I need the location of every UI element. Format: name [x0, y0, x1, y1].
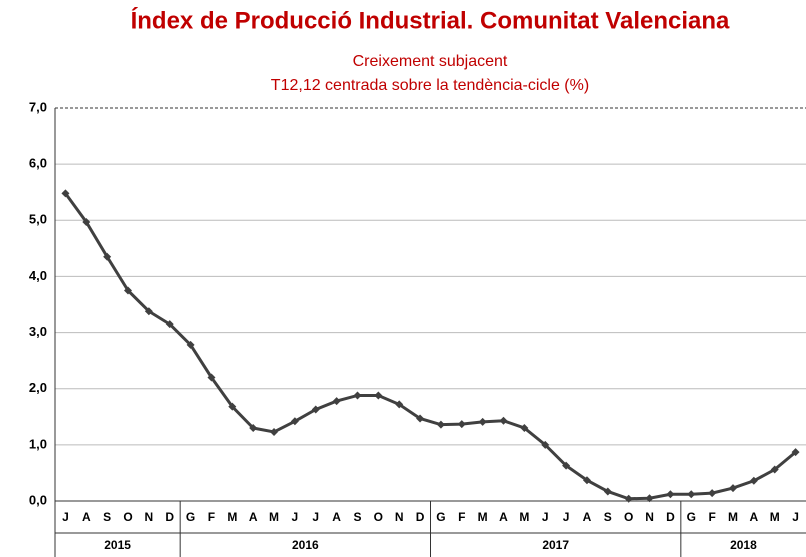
- y-tick-label: 3,0: [29, 324, 47, 339]
- marker: [624, 494, 633, 503]
- x-tick-label: F: [208, 510, 215, 524]
- marker: [395, 400, 404, 409]
- x-tick-label: M: [728, 510, 738, 524]
- x-group-label: 2016: [292, 538, 319, 552]
- marker: [478, 417, 487, 426]
- marker: [541, 440, 550, 449]
- x-tick-label: F: [458, 510, 465, 524]
- x-tick-label: J: [292, 510, 299, 524]
- marker: [603, 487, 612, 496]
- marker: [436, 420, 445, 429]
- x-tick-label: A: [332, 510, 341, 524]
- marker: [249, 424, 258, 433]
- marker: [103, 252, 112, 261]
- y-tick-label: 2,0: [29, 380, 47, 395]
- y-tick-label: 4,0: [29, 268, 47, 283]
- x-tick-label: M: [269, 510, 279, 524]
- marker: [582, 476, 591, 485]
- x-tick-label: J: [792, 510, 799, 524]
- marker: [728, 484, 737, 493]
- marker: [311, 405, 320, 414]
- y-tick-label: 1,0: [29, 436, 47, 451]
- x-tick-label: O: [624, 510, 633, 524]
- marker: [687, 490, 696, 499]
- marker: [290, 417, 299, 426]
- marker: [645, 494, 654, 503]
- marker: [165, 320, 174, 329]
- x-tick-label: J: [312, 510, 319, 524]
- marker: [708, 489, 717, 498]
- marker: [207, 373, 216, 382]
- marker: [270, 427, 279, 436]
- x-tick-label: N: [395, 510, 404, 524]
- marker: [457, 420, 466, 429]
- y-tick-label: 0,0: [29, 492, 47, 507]
- x-tick-label: G: [436, 510, 445, 524]
- marker: [520, 424, 529, 433]
- x-tick-label: M: [770, 510, 780, 524]
- marker: [499, 416, 508, 425]
- x-tick-label: G: [687, 510, 696, 524]
- x-tick-label: D: [165, 510, 174, 524]
- x-tick-label: A: [750, 510, 759, 524]
- x-tick-label: F: [708, 510, 715, 524]
- x-tick-label: A: [499, 510, 508, 524]
- marker: [770, 465, 779, 474]
- y-tick-label: 6,0: [29, 156, 47, 171]
- marker: [791, 448, 800, 457]
- x-tick-label: M: [478, 510, 488, 524]
- x-tick-label: G: [186, 510, 195, 524]
- x-tick-label: M: [519, 510, 529, 524]
- marker: [562, 461, 571, 470]
- x-tick-label: A: [583, 510, 592, 524]
- marker: [353, 391, 362, 400]
- x-tick-label: J: [62, 510, 69, 524]
- x-tick-label: O: [374, 510, 383, 524]
- chart-subtitle: T12,12 centrada sobre la tendència-cicle…: [271, 77, 589, 94]
- marker: [749, 476, 758, 485]
- x-tick-label: N: [645, 510, 654, 524]
- x-tick-label: M: [227, 510, 237, 524]
- marker: [332, 397, 341, 406]
- marker: [144, 307, 153, 316]
- x-tick-label: S: [604, 510, 612, 524]
- x-tick-label: D: [416, 510, 425, 524]
- marker: [666, 490, 675, 499]
- marker: [124, 286, 133, 295]
- x-group-label: 2017: [542, 538, 569, 552]
- marker: [228, 402, 237, 411]
- marker: [82, 217, 91, 226]
- x-group-label: 2018: [730, 538, 757, 552]
- chart-subtitle: Creixement subjacent: [353, 53, 508, 70]
- chart-title: Índex de Producció Industrial. Comunitat…: [131, 6, 730, 34]
- marker: [61, 189, 70, 198]
- x-tick-label: A: [82, 510, 91, 524]
- marker: [374, 391, 383, 400]
- x-tick-label: J: [563, 510, 570, 524]
- x-tick-label: S: [103, 510, 111, 524]
- marker: [186, 340, 195, 349]
- x-group-label: 2015: [104, 538, 131, 552]
- x-tick-label: A: [249, 510, 258, 524]
- x-tick-label: N: [145, 510, 154, 524]
- line: [64, 192, 797, 501]
- x-tick-label: J: [542, 510, 549, 524]
- y-tick-label: 7,0: [29, 99, 47, 114]
- x-tick-label: D: [666, 510, 675, 524]
- marker: [416, 414, 425, 423]
- y-tick-label: 5,0: [29, 212, 47, 227]
- x-tick-label: O: [123, 510, 132, 524]
- x-tick-label: S: [353, 510, 361, 524]
